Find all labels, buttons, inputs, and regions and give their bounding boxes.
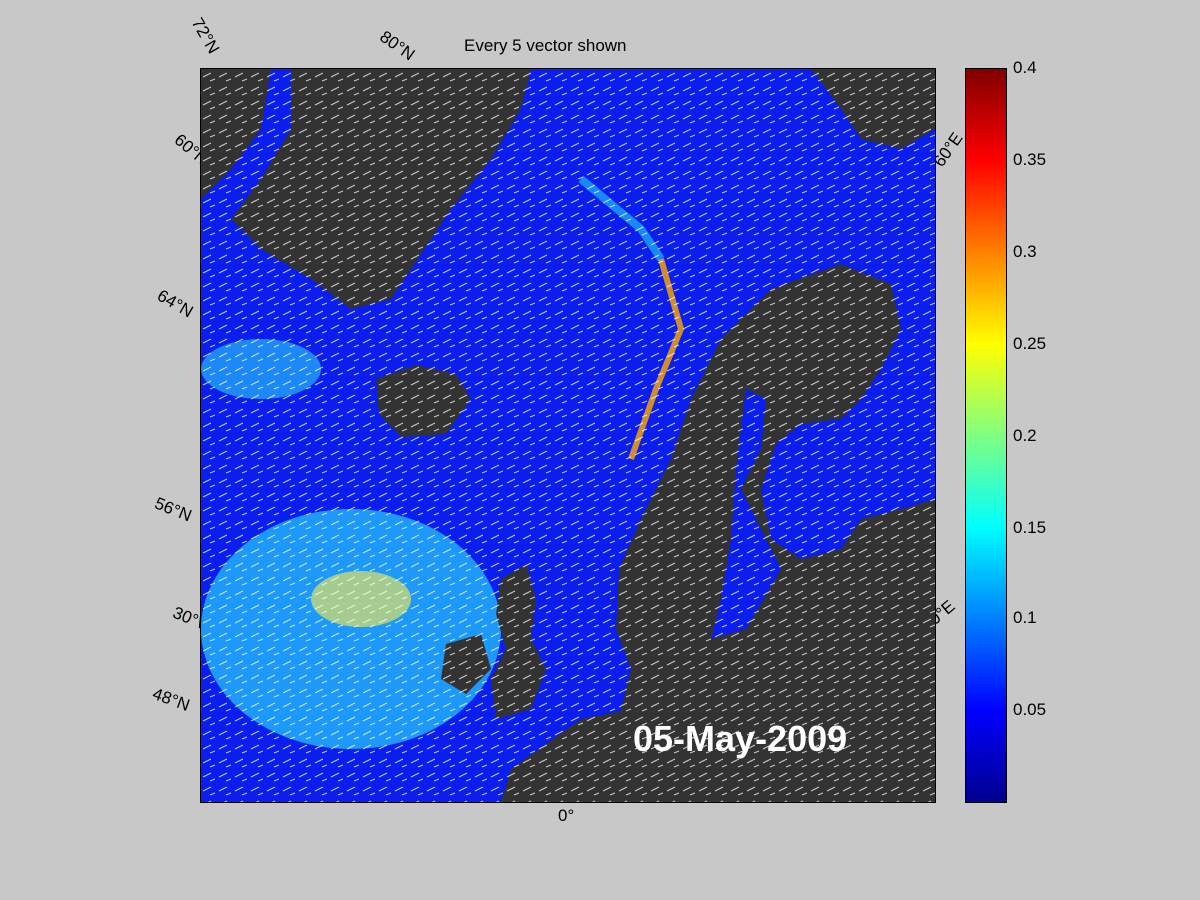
- map-svg: [201, 69, 935, 802]
- lat-label-72n: 72°N: [187, 14, 224, 57]
- colorbar: [965, 68, 1007, 803]
- lon-label-0: 0°: [558, 806, 575, 825]
- lat-label-48n: 48°N: [150, 684, 193, 715]
- lat-label-80n: 80°N: [376, 26, 419, 65]
- colorbar-tick: 0.35: [1013, 150, 1047, 169]
- colorbar-tick: 0.25: [1013, 334, 1047, 353]
- date-label: 05-May-2009: [633, 718, 848, 759]
- colorbar-tick: 0.2: [1013, 426, 1037, 445]
- velocity-vectors: [201, 69, 935, 802]
- current-speed-map: [200, 68, 936, 803]
- plot-title: Every 5 vector shown: [464, 36, 627, 55]
- colorbar-tick: 0.15: [1013, 518, 1047, 537]
- colorbar-tick: 0.4: [1013, 58, 1037, 77]
- colorbar-tick: 0.1: [1013, 608, 1037, 627]
- colorbar-tick: 0.05: [1013, 700, 1047, 719]
- lat-label-64n: 64°N: [154, 285, 197, 322]
- lat-label-56n: 56°N: [152, 493, 195, 526]
- colorbar-tick: 0.3: [1013, 242, 1037, 261]
